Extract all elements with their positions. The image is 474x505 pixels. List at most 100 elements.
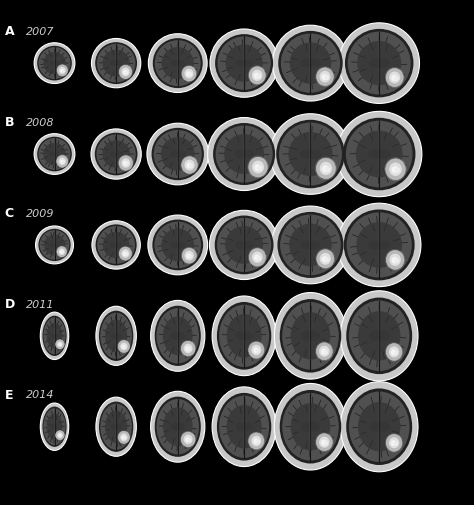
Ellipse shape xyxy=(96,224,137,266)
Ellipse shape xyxy=(377,240,390,249)
Circle shape xyxy=(249,433,264,449)
Circle shape xyxy=(121,68,130,76)
Ellipse shape xyxy=(235,150,246,158)
Ellipse shape xyxy=(277,212,344,278)
Circle shape xyxy=(123,161,128,166)
Ellipse shape xyxy=(152,128,204,180)
Circle shape xyxy=(118,246,132,261)
Ellipse shape xyxy=(282,302,339,370)
Ellipse shape xyxy=(162,229,194,261)
Circle shape xyxy=(189,164,193,168)
Ellipse shape xyxy=(111,423,117,430)
Ellipse shape xyxy=(346,212,412,278)
Ellipse shape xyxy=(377,59,390,68)
Ellipse shape xyxy=(291,312,330,360)
Circle shape xyxy=(315,66,335,87)
Ellipse shape xyxy=(110,242,118,247)
Circle shape xyxy=(386,250,404,269)
Ellipse shape xyxy=(91,38,141,88)
Circle shape xyxy=(315,432,334,452)
Circle shape xyxy=(321,440,327,445)
Circle shape xyxy=(59,67,66,74)
Circle shape xyxy=(249,157,267,177)
Ellipse shape xyxy=(289,224,332,266)
Circle shape xyxy=(391,349,396,356)
Circle shape xyxy=(319,71,330,82)
Ellipse shape xyxy=(34,134,75,174)
Circle shape xyxy=(322,74,328,80)
Circle shape xyxy=(322,256,328,263)
Ellipse shape xyxy=(346,121,412,187)
Circle shape xyxy=(118,340,129,352)
Ellipse shape xyxy=(236,422,246,431)
Circle shape xyxy=(247,156,269,178)
Circle shape xyxy=(55,430,65,440)
Ellipse shape xyxy=(151,391,205,462)
Ellipse shape xyxy=(278,31,343,95)
Circle shape xyxy=(256,74,261,79)
Ellipse shape xyxy=(212,387,276,467)
Ellipse shape xyxy=(349,391,410,462)
Circle shape xyxy=(184,69,193,78)
Ellipse shape xyxy=(40,403,69,450)
Circle shape xyxy=(389,346,399,358)
Ellipse shape xyxy=(171,332,179,340)
Ellipse shape xyxy=(274,383,346,470)
Ellipse shape xyxy=(210,29,278,97)
Ellipse shape xyxy=(215,216,273,274)
Ellipse shape xyxy=(37,137,72,171)
Ellipse shape xyxy=(163,317,192,355)
Circle shape xyxy=(183,344,192,354)
Ellipse shape xyxy=(43,407,66,447)
Circle shape xyxy=(395,167,400,173)
Ellipse shape xyxy=(91,129,141,179)
Ellipse shape xyxy=(153,38,203,88)
Circle shape xyxy=(181,65,197,82)
Circle shape xyxy=(316,343,332,360)
Circle shape xyxy=(316,158,336,179)
Circle shape xyxy=(316,434,332,450)
Ellipse shape xyxy=(368,240,382,249)
Ellipse shape xyxy=(47,323,62,349)
Circle shape xyxy=(255,164,261,171)
Ellipse shape xyxy=(51,333,55,338)
Ellipse shape xyxy=(217,393,271,461)
Circle shape xyxy=(315,157,337,180)
Ellipse shape xyxy=(368,149,382,159)
Ellipse shape xyxy=(235,241,246,249)
Ellipse shape xyxy=(155,40,201,86)
Circle shape xyxy=(118,339,130,353)
Text: 2008: 2008 xyxy=(26,118,55,128)
Circle shape xyxy=(182,66,196,81)
Circle shape xyxy=(251,345,261,356)
Ellipse shape xyxy=(242,150,254,158)
Ellipse shape xyxy=(219,395,269,458)
Ellipse shape xyxy=(270,114,351,194)
Circle shape xyxy=(324,75,329,80)
Ellipse shape xyxy=(100,403,132,450)
Text: E: E xyxy=(5,389,13,402)
Circle shape xyxy=(123,70,128,75)
Circle shape xyxy=(56,64,68,77)
Circle shape xyxy=(322,165,329,173)
Ellipse shape xyxy=(97,44,136,82)
Ellipse shape xyxy=(357,41,401,85)
Ellipse shape xyxy=(97,134,136,174)
Text: 2011: 2011 xyxy=(26,299,55,310)
Text: A: A xyxy=(5,25,14,38)
Circle shape xyxy=(257,256,261,261)
Circle shape xyxy=(252,161,264,174)
Ellipse shape xyxy=(54,333,58,338)
Ellipse shape xyxy=(99,401,133,452)
Ellipse shape xyxy=(99,311,133,361)
Circle shape xyxy=(325,257,329,262)
Circle shape xyxy=(181,341,195,356)
Circle shape xyxy=(249,248,265,266)
Ellipse shape xyxy=(51,424,55,429)
Ellipse shape xyxy=(176,423,185,431)
Circle shape xyxy=(324,350,328,355)
Circle shape xyxy=(60,250,63,254)
Ellipse shape xyxy=(115,60,123,66)
Circle shape xyxy=(254,255,260,261)
Text: B: B xyxy=(5,116,14,129)
